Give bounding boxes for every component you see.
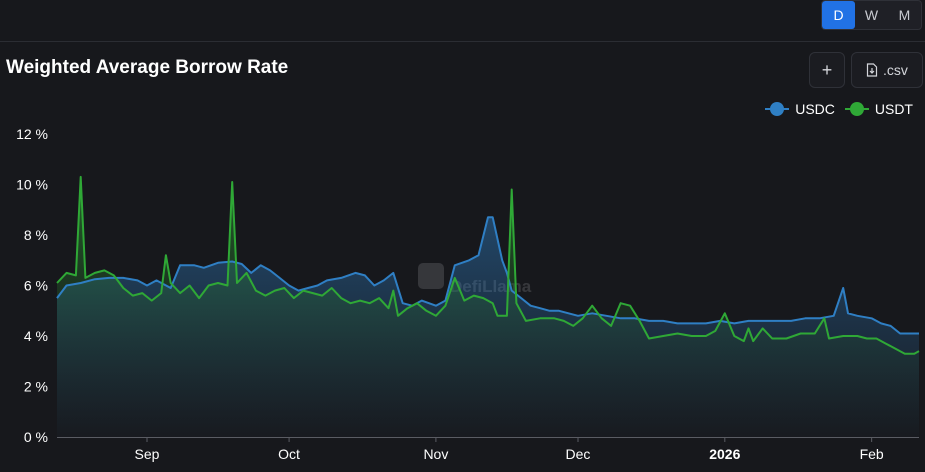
usdc-swatch-icon: [765, 102, 790, 116]
x-tick-label: Dec: [566, 446, 591, 462]
download-csv-button[interactable]: .csv: [851, 52, 923, 88]
interval-toggle: D W M: [821, 0, 922, 30]
interval-month-button[interactable]: M: [898, 7, 911, 23]
x-tick-label: Feb: [860, 446, 884, 462]
y-tick-label: 6 %: [24, 278, 48, 294]
interval-day-button[interactable]: D: [822, 1, 855, 29]
y-tick-label: 10 %: [16, 177, 48, 193]
y-tick-label: 2 %: [24, 379, 48, 395]
chart-title: Weighted Average Borrow Rate: [6, 57, 289, 78]
add-button[interactable]: +: [809, 52, 845, 88]
x-tick-label: Sep: [135, 446, 160, 462]
y-tick-label: 12 %: [16, 126, 48, 142]
series-area-usdt: [57, 176, 919, 437]
y-tick-label: 4 %: [24, 328, 48, 344]
series-areas: [57, 176, 919, 437]
y-tick-label: 0 %: [24, 429, 48, 445]
download-file-icon: [866, 63, 878, 77]
x-tick-label: 2026: [709, 446, 740, 462]
series-lines: [56, 175, 920, 355]
csv-label: .csv: [883, 62, 908, 78]
chart-legend: USDC USDT: [765, 101, 913, 117]
legend-label-usdt: USDT: [874, 101, 913, 117]
y-axis: 0 % 2 % 4 % 6 % 8 % 10 % 12 %: [16, 126, 48, 445]
x-tick-label: Nov: [423, 446, 448, 462]
legend-item-usdc[interactable]: USDC: [765, 101, 835, 117]
usdt-swatch-icon: [844, 102, 869, 116]
x-axis: Sep Oct Nov Dec 2026 Feb: [135, 437, 884, 462]
plus-icon: +: [821, 59, 833, 80]
series-line-usdc: [56, 216, 919, 335]
series-line-usdt: [56, 175, 920, 355]
legend-item-usdt[interactable]: USDT: [844, 101, 913, 117]
interval-week-button[interactable]: W: [864, 7, 879, 23]
top-bar: D W M: [0, 0, 925, 42]
legend-label-usdc: USDC: [795, 101, 835, 117]
x-tick-label: Oct: [278, 446, 300, 462]
y-tick-label: 8 %: [24, 227, 48, 243]
